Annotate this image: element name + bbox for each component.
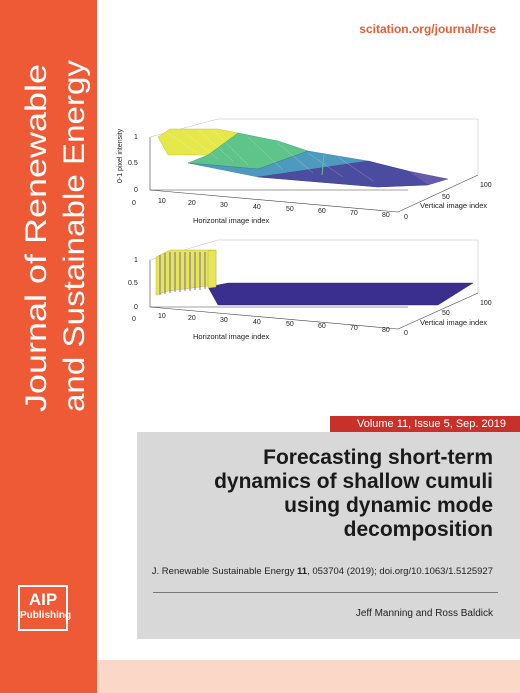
top-ylabel: Vertical image index bbox=[420, 201, 487, 210]
top-xtick: 60 bbox=[318, 208, 326, 215]
citation-details[interactable]: , 053704 (2019); doi.org/10.1063/1.51259… bbox=[307, 566, 493, 577]
bottom-ztick-1: 1 bbox=[134, 257, 138, 264]
bottom-xtick: 60 bbox=[318, 323, 326, 330]
citation-volume: 11 bbox=[297, 566, 308, 577]
bottom-plot: 1 0.5 0 0 10 20 30 40 50 60 70 80 Horizo… bbox=[128, 239, 492, 341]
divider bbox=[153, 592, 498, 593]
bottom-strip bbox=[97, 660, 520, 693]
bottom-xtick: 50 bbox=[286, 321, 294, 328]
article-panel: Forecasting short-term dynamics of shall… bbox=[137, 432, 520, 639]
top-zlabel: 0-1 pixel intensity bbox=[117, 128, 124, 183]
top-xtick: 80 bbox=[382, 212, 390, 219]
bottom-xtick: 10 bbox=[158, 313, 166, 320]
top-plot: 1 0.5 0 0-1 pixel intensity 0 10 20 30 4… bbox=[117, 118, 492, 225]
top-xtick: 0 bbox=[132, 200, 136, 207]
top-xtick: 40 bbox=[253, 204, 261, 211]
top-xlabel: Horizontal image index bbox=[193, 216, 270, 225]
top-ztick-0: 0 bbox=[134, 187, 138, 194]
issue-banner: Volume 11, Issue 5, Sep. 2019 bbox=[330, 416, 520, 432]
bottom-xtick: 80 bbox=[382, 327, 390, 334]
top-ytick: 100 bbox=[480, 182, 492, 189]
top-xtick: 50 bbox=[286, 206, 294, 213]
bottom-xtick: 40 bbox=[253, 319, 261, 326]
bottom-ytick: 100 bbox=[480, 300, 492, 307]
bottom-ytick: 0 bbox=[404, 330, 408, 337]
logo-line2: Publishing bbox=[20, 610, 72, 621]
bottom-xtick: 30 bbox=[220, 317, 228, 324]
top-xtick: 30 bbox=[220, 202, 228, 209]
journal-title-line1: Journal of Renewable bbox=[20, 64, 53, 412]
bottom-ytick: 50 bbox=[442, 310, 450, 317]
top-ztick-05: 0.5 bbox=[128, 160, 138, 167]
bottom-xtick: 0 bbox=[132, 316, 136, 323]
top-xtick: 70 bbox=[350, 210, 358, 217]
cover-figure: 1 0.5 0 0-1 pixel intensity 0 10 20 30 4… bbox=[108, 115, 508, 355]
surface-plots-svg: 1 0.5 0 0-1 pixel intensity 0 10 20 30 4… bbox=[117, 118, 492, 341]
bottom-xlabel: Horizontal image index bbox=[193, 332, 270, 341]
article-title: Forecasting short-term dynamics of shall… bbox=[214, 446, 493, 541]
citation-journal: J. Renewable Sustainable Energy bbox=[151, 566, 298, 577]
top-ztick-1: 1 bbox=[134, 134, 138, 141]
journal-title-line2: and Sustainable Energy bbox=[58, 60, 91, 412]
top-ytick: 0 bbox=[404, 214, 408, 221]
top-xtick: 10 bbox=[158, 198, 166, 205]
bottom-xtick: 70 bbox=[350, 325, 358, 332]
article-citation: J. Renewable Sustainable Energy 11, 0537… bbox=[152, 566, 493, 577]
bottom-ztick-05: 0.5 bbox=[128, 280, 138, 287]
bottom-ztick-0: 0 bbox=[134, 304, 138, 311]
bottom-xtick: 20 bbox=[188, 315, 196, 322]
top-ytick: 50 bbox=[442, 194, 450, 201]
journal-title: Journal of Renewable and Sustainable Ene… bbox=[6, 60, 94, 420]
aip-publishing-logo: AIP Publishing bbox=[18, 585, 72, 631]
journal-spine: Journal of Renewable and Sustainable Ene… bbox=[0, 0, 97, 693]
article-authors: Jeff Manning and Ross Baldick bbox=[355, 608, 493, 619]
logo-line1: AIP bbox=[28, 590, 58, 609]
top-xtick: 20 bbox=[188, 200, 196, 207]
journal-url[interactable]: scitation.org/journal/rse bbox=[359, 22, 496, 36]
bottom-ylabel: Vertical image index bbox=[420, 318, 487, 327]
